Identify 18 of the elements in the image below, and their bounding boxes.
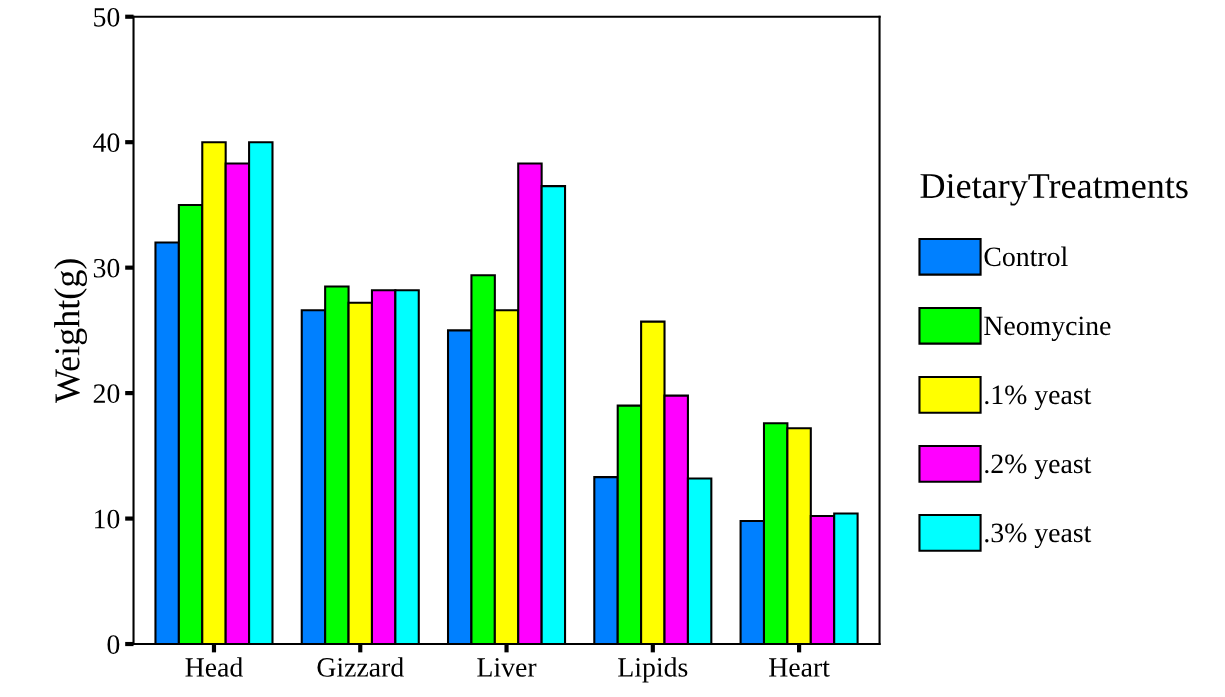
legend-label: .2% yeast xyxy=(985,454,1092,479)
legend-label: .3% yeast xyxy=(985,523,1092,548)
x-tick-label: Heart xyxy=(769,658,830,677)
x-tick-label: Liver xyxy=(477,658,537,677)
y-tick-label: 20 xyxy=(93,384,120,404)
legend-label: .1% yeast xyxy=(985,385,1092,410)
y-tick-label: 30 xyxy=(93,258,120,278)
y-tick-label: 50 xyxy=(94,7,120,27)
x-tick-label: Head xyxy=(185,657,243,677)
x-tick-label: Gizzard xyxy=(317,657,404,677)
y-tick-label: 10 xyxy=(95,509,120,529)
y-axis-title: Weight(g) xyxy=(54,259,87,404)
y-tick-label: 0 xyxy=(107,635,120,654)
legend-label: Neomycine xyxy=(984,316,1111,341)
x-tick-label: Lipids xyxy=(618,657,688,683)
y-tick-label: 40 xyxy=(93,133,120,153)
legend-label: Control xyxy=(984,246,1068,267)
legend-title: DietaryTreatments xyxy=(920,173,1188,206)
